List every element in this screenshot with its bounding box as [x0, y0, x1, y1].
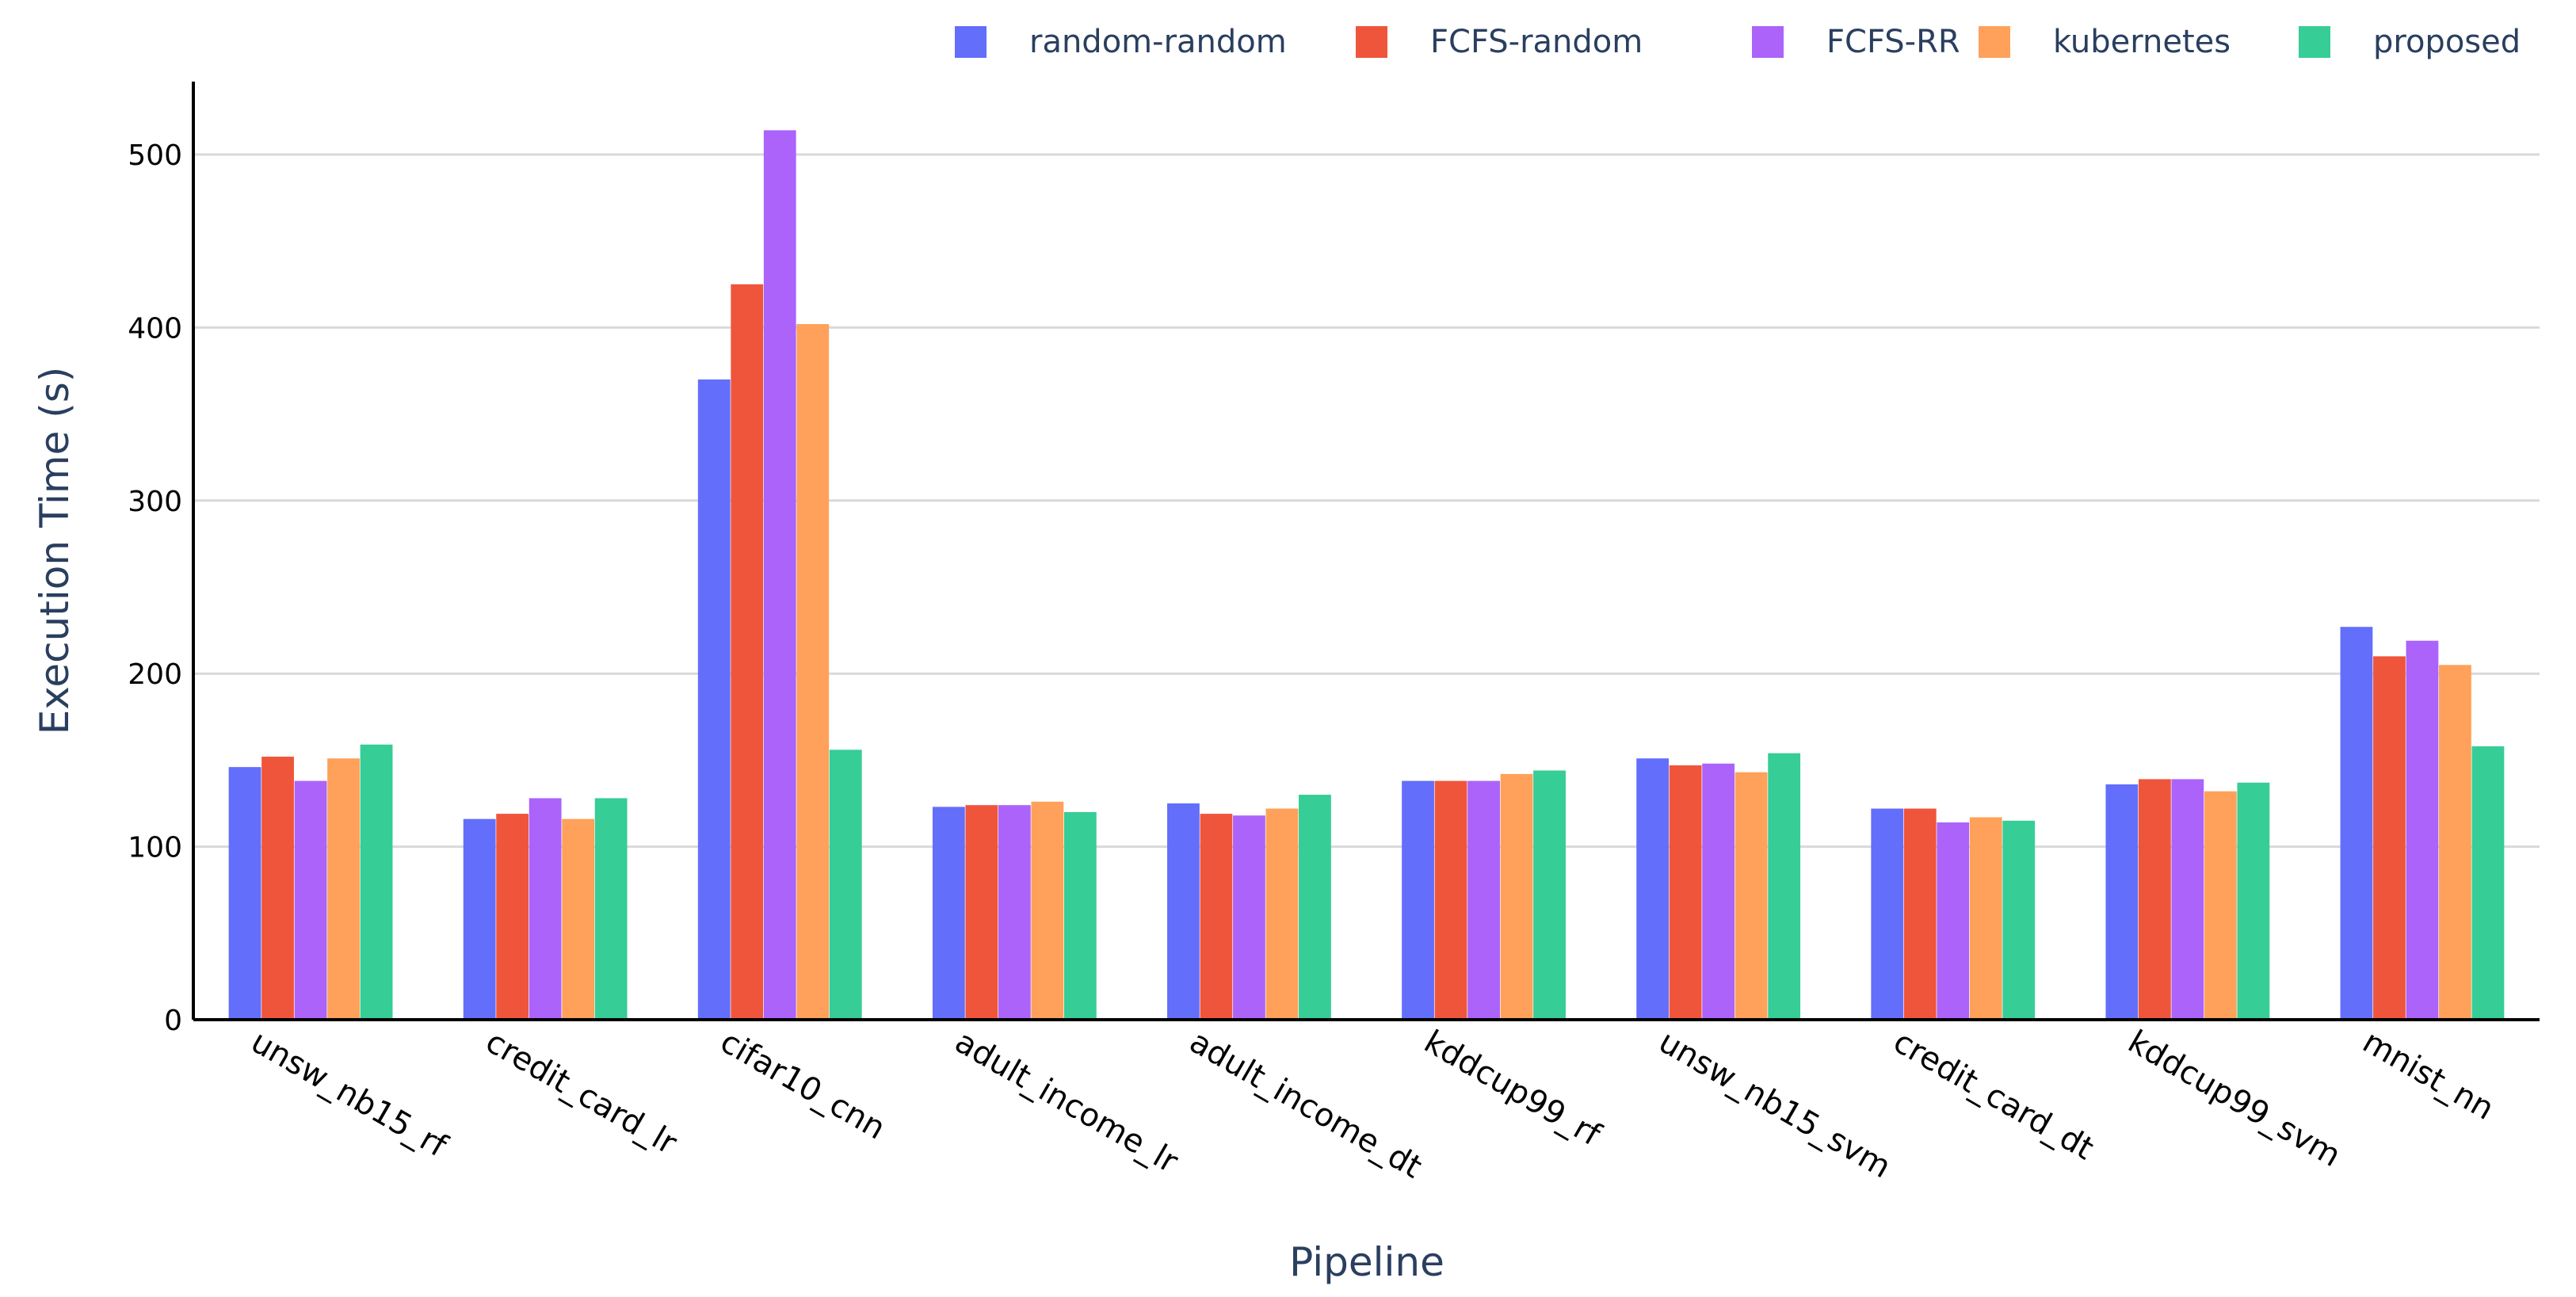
y-tick-label: 500 [128, 139, 182, 172]
y-tick-label: 400 [128, 312, 182, 345]
x-tick-label: credit_card_dt [1887, 1024, 2100, 1167]
bar-random-random-kddcup99_rf [1402, 780, 1434, 1020]
bar-proposed-unsw_nb15_rf [360, 744, 393, 1020]
legend-label-fcfs-random: FCFS-random [1430, 24, 1643, 60]
legend-label-kubernetes: kubernetes [2053, 24, 2231, 60]
bar-random-random-credit_card_dt [1871, 808, 1904, 1020]
bar-fcfs-random-adult_income_dt [1200, 814, 1233, 1020]
bar-kubernetes-kddcup99_rf [1500, 773, 1533, 1020]
bar-fcfs-rr-unsw_nb15_svm [1702, 763, 1735, 1020]
legend-label-proposed: proposed [2373, 24, 2521, 60]
bar-fcfs-rr-kddcup99_svm [2171, 779, 2204, 1020]
x-tick-label: unsw_nb15_svm [1653, 1024, 1897, 1186]
legend-swatch-proposed [2299, 26, 2330, 58]
bar-kubernetes-kddcup99_svm [2204, 791, 2237, 1020]
y-tick-labels: 0 100 200 300 400 500 [128, 139, 182, 1037]
bar-fcfs-random-mnist_nn [2373, 656, 2406, 1020]
bar-kubernetes-credit_card_dt [1969, 817, 2002, 1020]
bar-random-random-credit_card_lr [463, 818, 496, 1020]
x-tick-labels: unsw_nb15_rf credit_card_lr cifar10_cnn adu… [245, 1024, 2500, 1186]
bar-fcfs-random-adult_income_lr [965, 805, 998, 1020]
legend-swatch-fcfs-random [1356, 26, 1387, 58]
bar-proposed-cifar10_cnn [829, 750, 862, 1020]
bar-kubernetes-adult_income_lr [1031, 801, 1064, 1020]
x-tick-label: credit_card_lr [479, 1024, 683, 1162]
y-axis-title: Execution Time (s) [32, 367, 78, 735]
legend-label-fcfs-rr: FCFS-RR [1826, 24, 1960, 60]
bar-fcfs-rr-unsw_nb15_rf [294, 780, 327, 1020]
bars [228, 130, 2505, 1020]
bar-fcfs-rr-cifar10_cnn [763, 130, 796, 1020]
bar-proposed-adult_income_lr [1063, 811, 1097, 1020]
bar-fcfs-rr-credit_card_lr [529, 798, 562, 1020]
y-tick-label: 0 [164, 1005, 182, 1037]
bar-fcfs-random-unsw_nb15_svm [1669, 765, 1702, 1020]
bar-fcfs-rr-credit_card_dt [1937, 822, 1970, 1020]
bar-fcfs-random-unsw_nb15_rf [261, 757, 294, 1020]
bar-random-random-unsw_nb15_rf [228, 767, 261, 1020]
bar-fcfs-random-credit_card_dt [1903, 808, 1937, 1020]
axes [192, 82, 2540, 1021]
y-tick-label: 300 [128, 486, 182, 518]
x-tick-label: kddcup99_svm [2122, 1024, 2347, 1174]
x-tick-label: cifar10_cnn [714, 1024, 891, 1147]
bar-fcfs-random-cifar10_cnn [731, 284, 764, 1020]
x-axis-title: Pipeline [1289, 1239, 1444, 1285]
x-tick-label: adult_income_dt [1183, 1024, 1427, 1186]
x-tick-label: adult_income_lr [948, 1024, 1184, 1181]
bar-kubernetes-unsw_nb15_svm [1735, 772, 1768, 1020]
bar-random-random-adult_income_lr [932, 807, 965, 1020]
x-tick-label: mnist_nn [2357, 1024, 2500, 1127]
bar-proposed-credit_card_lr [594, 798, 628, 1020]
bar-kubernetes-cifar10_cnn [796, 324, 830, 1020]
legend-label-random-random: random-random [1029, 24, 1287, 60]
legend-swatch-kubernetes [1979, 26, 2010, 58]
bar-kubernetes-adult_income_dt [1265, 808, 1299, 1020]
gridlines [193, 153, 2540, 849]
bar-proposed-credit_card_dt [2002, 820, 2036, 1020]
bar-fcfs-random-credit_card_lr [496, 814, 529, 1020]
bar-proposed-kddcup99_svm [2237, 782, 2270, 1020]
y-tick-label: 100 [128, 832, 182, 864]
bar-proposed-adult_income_dt [1299, 795, 1331, 1020]
bar-kubernetes-mnist_nn [2439, 665, 2471, 1020]
x-tick-label: unsw_nb15_rf [245, 1024, 453, 1165]
bar-random-random-kddcup99_svm [2105, 784, 2139, 1020]
bar-fcfs-random-kddcup99_rf [1434, 780, 1467, 1020]
bar-fcfs-rr-kddcup99_rf [1467, 780, 1500, 1020]
x-tick-label: kddcup99_rf [1418, 1024, 1608, 1154]
legend: random-random FCFS-random FCFS-RR kubernete… [955, 24, 2521, 60]
bar-random-random-mnist_nn [2340, 627, 2373, 1020]
legend-swatch-random-random [955, 26, 987, 58]
bar-fcfs-rr-mnist_nn [2406, 640, 2439, 1020]
legend-swatch-fcfs-rr [1752, 26, 1784, 58]
bar-random-random-cifar10_cnn [697, 379, 731, 1020]
bar-proposed-kddcup99_rf [1533, 770, 1566, 1020]
bar-proposed-unsw_nb15_svm [1768, 753, 1801, 1020]
bar-fcfs-random-kddcup99_svm [2138, 779, 2171, 1020]
bar-random-random-adult_income_dt [1167, 803, 1200, 1020]
bar-fcfs-rr-adult_income_dt [1233, 815, 1265, 1020]
bar-kubernetes-unsw_nb15_rf [327, 758, 360, 1020]
y-tick-label: 200 [128, 658, 182, 691]
bar-kubernetes-credit_card_lr [562, 818, 595, 1020]
bar-proposed-mnist_nn [2471, 746, 2505, 1020]
bar-fcfs-rr-adult_income_lr [998, 805, 1031, 1020]
bar-random-random-unsw_nb15_svm [1636, 758, 1670, 1020]
